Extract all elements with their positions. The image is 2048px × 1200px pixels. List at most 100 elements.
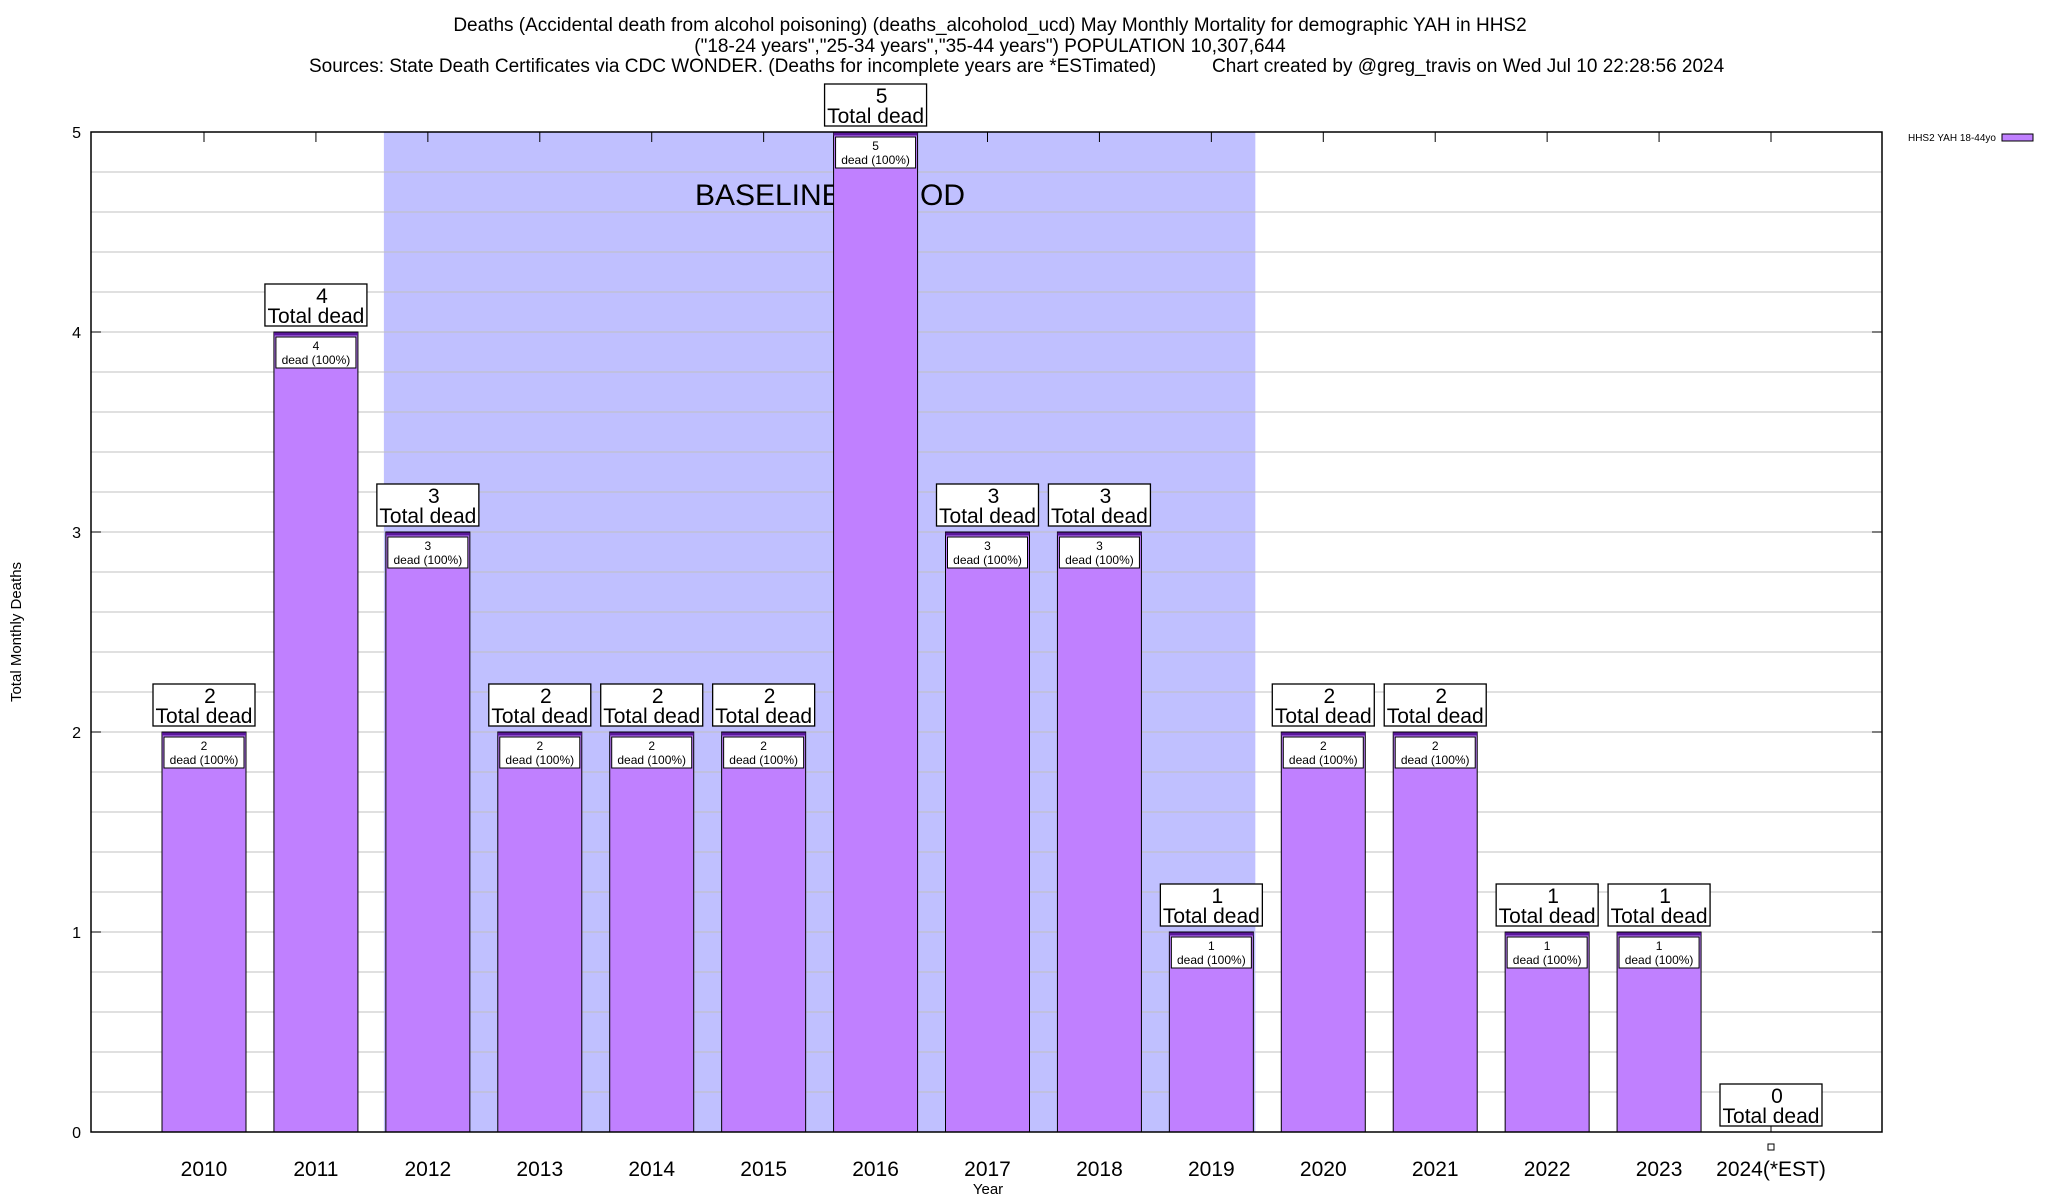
bar	[497, 731, 583, 1133]
inner-label-text: dead (100%)	[1065, 553, 1134, 567]
bar	[1280, 731, 1366, 1133]
total-label-box	[935, 483, 1040, 527]
total-label-box	[1159, 883, 1264, 927]
total-label-value: 3	[1100, 485, 1112, 508]
x-tick-label: 2022	[1524, 1158, 1571, 1181]
zero-marker	[1767, 1143, 1775, 1151]
inner-label-text: dead (100%)	[393, 553, 462, 567]
inner-label-value: 2	[1432, 739, 1439, 753]
inner-label-value: 2	[648, 739, 655, 753]
chart-title-line-1: Deaths (Accidental death from alcohol po…	[453, 15, 1526, 36]
x-tick-label: 2020	[1300, 1158, 1347, 1181]
inner-label-value: 1	[1544, 939, 1551, 953]
inner-label-box	[1394, 736, 1476, 769]
y-tick-label: 4	[72, 325, 81, 342]
inner-label-text: dead (100%)	[1401, 753, 1470, 767]
x-tick-label: 2016	[852, 1158, 899, 1181]
inner-label-value: 1	[1208, 939, 1215, 953]
total-label-value: 0	[1771, 1085, 1783, 1108]
legend-swatch	[2001, 133, 2034, 142]
inner-label-box	[1282, 736, 1364, 769]
inner-label-value: 3	[984, 539, 991, 553]
inner-label-value: 2	[201, 739, 208, 753]
bar	[609, 731, 695, 1133]
total-label-value: 2	[1323, 685, 1335, 708]
total-label-value: 3	[428, 485, 440, 508]
x-axis-label: Year	[973, 1181, 1003, 1198]
total-label-text: Total dead	[715, 705, 812, 728]
bar	[1056, 531, 1142, 1133]
inner-label-value: 4	[313, 339, 320, 353]
inner-label-value: 3	[1096, 539, 1103, 553]
total-label-box	[1271, 683, 1375, 727]
bar	[833, 131, 919, 1133]
bar	[385, 531, 471, 1133]
bar	[1392, 731, 1478, 1133]
inner-label-text: dead (100%)	[1625, 953, 1694, 967]
total-label-text: Total dead	[1275, 705, 1372, 728]
total-label-box	[1495, 883, 1599, 927]
x-tick-label: 2021	[1412, 1158, 1459, 1181]
inner-label-text: dead (100%)	[1177, 953, 1246, 967]
total-label-value: 2	[652, 685, 664, 708]
total-label-text: Total dead	[156, 705, 253, 728]
inner-label-box	[723, 736, 805, 769]
x-tick-label: 2012	[404, 1158, 451, 1181]
plot-border	[90, 131, 1883, 1133]
inner-label-box	[163, 736, 245, 769]
inner-label-box	[275, 336, 357, 369]
y-tick-label: 2	[72, 725, 81, 742]
y-tick-label: 5	[72, 125, 81, 142]
total-label-text: Total dead	[1051, 505, 1148, 528]
chart-credit: Chart created by @greg_travis on Wed Jul…	[1212, 56, 1725, 77]
total-label-value: 1	[1659, 885, 1671, 908]
y-tick-label: 0	[72, 1125, 81, 1142]
inner-label-box	[1170, 936, 1252, 969]
total-label-box	[376, 483, 480, 527]
total-label-box	[600, 683, 704, 727]
x-tick-label: 2014	[628, 1158, 675, 1181]
total-label-box	[152, 683, 256, 727]
inner-label-box	[1618, 936, 1700, 969]
total-label-text: Total dead	[1499, 905, 1596, 928]
x-tick-label: 2011	[293, 1158, 338, 1181]
total-label-text: Total dead	[939, 505, 1036, 528]
total-label-box	[1607, 883, 1711, 927]
x-tick-label: 2024(*EST)	[1716, 1158, 1826, 1181]
inner-label-box	[835, 136, 917, 169]
inner-label-text: dead (100%)	[170, 753, 239, 767]
y-tick-label: 1	[72, 925, 81, 942]
inner-label-value: 2	[536, 739, 543, 753]
total-label-value: 5	[876, 85, 888, 108]
total-label-value: 2	[1435, 685, 1447, 708]
chart-title-line-2: ("18-24 years","25-34 years","35-44 year…	[694, 36, 1286, 57]
inner-label-text: dead (100%)	[1289, 753, 1358, 767]
total-label-value: 4	[316, 285, 328, 308]
total-label-box	[264, 283, 368, 327]
total-label-text: Total dead	[267, 305, 364, 328]
inner-label-text: dead (100%)	[1513, 953, 1582, 967]
total-label-box	[1047, 483, 1152, 527]
chart-sources: Sources: State Death Certificates via CD…	[309, 56, 1156, 77]
y-tick-label: 3	[72, 525, 81, 542]
bar	[945, 531, 1030, 1133]
bar	[273, 331, 359, 1133]
inner-label-text: dead (100%)	[729, 753, 798, 767]
inner-label-text: dead (100%)	[505, 753, 574, 767]
total-label-value: 2	[540, 685, 552, 708]
x-tick-label: 2017	[964, 1158, 1011, 1181]
total-label-value: 3	[988, 485, 1000, 508]
baseline-period-label: BASELINE PERIOD	[695, 179, 965, 212]
inner-label-box	[1058, 536, 1140, 569]
total-label-value: 2	[204, 685, 216, 708]
inner-label-value: 2	[760, 739, 767, 753]
bar	[721, 731, 807, 1133]
total-label-box	[823, 83, 928, 127]
inner-label-text: dead (100%)	[617, 753, 686, 767]
total-label-text: Total dead	[603, 705, 700, 728]
total-label-box	[1383, 683, 1487, 727]
total-label-box	[711, 683, 816, 727]
bar	[161, 731, 247, 1133]
total-label-value: 2	[764, 685, 776, 708]
